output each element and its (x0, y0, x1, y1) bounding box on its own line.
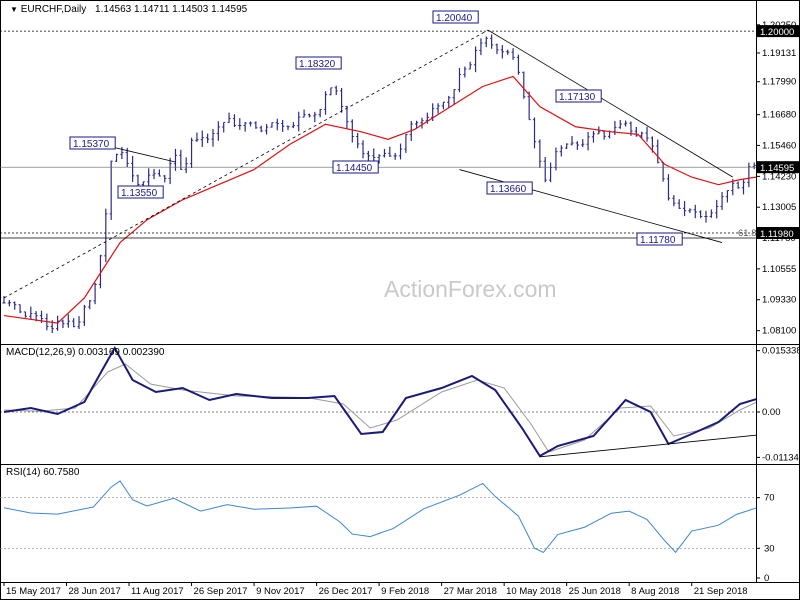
macd-line (3, 345, 757, 458)
price-tag-label: 1.20000 (760, 27, 794, 38)
lower-channel-line (459, 169, 723, 243)
macd-divergence-line (539, 434, 757, 458)
annotation-box (295, 56, 342, 70)
annotation-box (332, 160, 379, 174)
annotation-label: 1.15370 (73, 139, 110, 150)
annotation-label: 1.20040 (436, 13, 473, 24)
annotation-box (555, 89, 602, 103)
sma-line (3, 75, 757, 324)
price-tag (757, 161, 799, 174)
macd-tick-label: -0.011344 (762, 452, 800, 463)
annotation-box (432, 10, 479, 24)
annotation-label: 1.11780 (640, 235, 676, 246)
trendline-153 (114, 147, 176, 163)
annotation-label: 1.14450 (336, 163, 373, 174)
rsi-title: RSI(14) 60.7580 (6, 467, 80, 478)
annotation-label: 1.13660 (490, 184, 527, 195)
time-tick-label: 26 Dec 2017 (319, 586, 373, 597)
time-tick-label: 25 Jun 2018 (569, 586, 621, 597)
price-tick-label: 1.15460 (762, 140, 796, 151)
annotation-box (636, 232, 683, 246)
watermark: ActionForex.com (384, 276, 557, 302)
rsi-line (3, 480, 757, 554)
macd-title: MACD(12,26,9) 0.003169 0.002390 (6, 347, 165, 358)
time-tick-label: 21 Sep 2018 (694, 586, 748, 597)
price-tag-label: 1.11980 (760, 229, 794, 240)
price-tick-label: 1.13005 (762, 202, 796, 213)
ohlc-values: 1.14563 1.14711 1.14503 1.14595 (95, 4, 248, 15)
price-tick-label: 1.09330 (762, 295, 796, 306)
price-tick-label: 1.08100 (762, 326, 796, 337)
time-tick-label: 9 Feb 2018 (381, 586, 429, 597)
time-tick-label: 11 Aug 2017 (131, 586, 184, 597)
price-tag (757, 226, 799, 239)
rsi-tick-label: 30 (764, 543, 775, 554)
price-tag (757, 25, 799, 38)
price-tick-label: 1.14230 (762, 171, 796, 182)
price-tick-label: 1.10555 (762, 264, 796, 275)
price-tick-label: 1.16680 (762, 110, 796, 121)
header-symbol: ▼ EURCHF,Daily 1.14563 1.14711 1.14503 1… (10, 4, 247, 15)
annotation-label: 1.18320 (299, 59, 336, 70)
price-tick-label: 1.17990 (762, 77, 796, 88)
macd-tick-label: 0.00 (762, 407, 781, 418)
time-tick-label: 9 Nov 2017 (256, 586, 305, 597)
annotation-box (69, 136, 116, 150)
time-tick-label: 26 Sep 2017 (194, 586, 248, 597)
rsi-tick-label: 0 (764, 573, 769, 584)
time-tick-label: 15 May 2017 (6, 586, 61, 597)
price-tick-label: 1.19131 (762, 48, 796, 59)
rsi-tick-label: 70 (764, 493, 775, 504)
annotation-label: 1.13550 (121, 188, 158, 199)
macd-tick-label: 0.015338 (762, 346, 800, 357)
triangle-down-icon: ▼ (10, 5, 18, 14)
fib-label: 61.8 (738, 228, 757, 239)
time-tick-label: 8 Aug 2018 (631, 586, 679, 597)
annotation-box (486, 181, 533, 195)
time-tick-label: 28 Jun 2017 (69, 586, 121, 597)
annotation-label: 1.17130 (559, 92, 596, 103)
annotation-box (117, 185, 164, 199)
downtrend-line (487, 29, 733, 178)
price-tag-label: 1.14595 (760, 163, 794, 174)
uptrend-channel-line (3, 29, 489, 299)
time-tick-label: 10 May 2018 (506, 586, 561, 597)
symbol-label: EURCHF,Daily (20, 4, 87, 15)
time-tick-label: 27 Mar 2018 (444, 586, 497, 597)
macd-signal-line (3, 363, 757, 453)
